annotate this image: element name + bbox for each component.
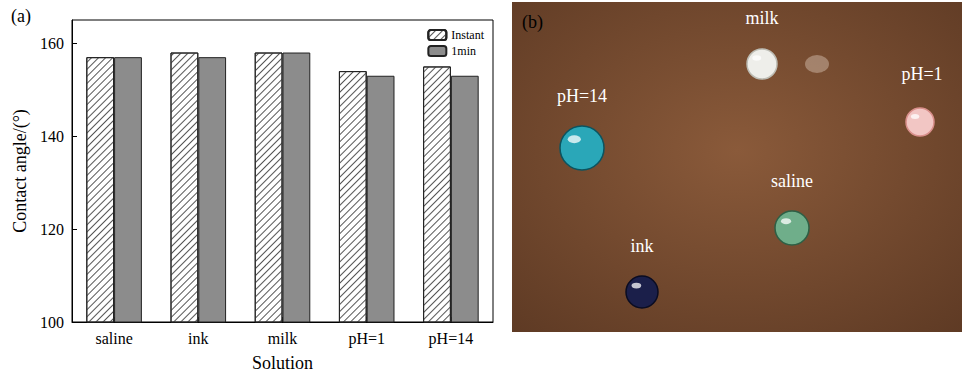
svg-text:milk: milk <box>268 330 297 347</box>
svg-text:pH=14: pH=14 <box>557 86 607 106</box>
svg-text:saline: saline <box>771 171 813 191</box>
svg-text:pH=14: pH=14 <box>429 330 474 348</box>
svg-text:(a): (a) <box>11 6 31 27</box>
svg-text:(b): (b) <box>522 12 543 33</box>
svg-text:pH=1: pH=1 <box>348 330 385 348</box>
svg-text:milk: milk <box>745 8 778 28</box>
svg-text:100: 100 <box>40 314 64 331</box>
svg-text:ink: ink <box>630 236 653 256</box>
svg-text:pH=1: pH=1 <box>901 64 942 84</box>
svg-text:160: 160 <box>40 35 64 52</box>
svg-text:120: 120 <box>40 221 64 238</box>
svg-text:1min: 1min <box>451 44 476 58</box>
svg-text:Instant: Instant <box>451 28 484 42</box>
svg-text:Solution: Solution <box>252 353 313 373</box>
svg-text:140: 140 <box>40 128 64 145</box>
svg-text:Contact angle/(°): Contact angle/(°) <box>10 109 31 233</box>
svg-text:ink: ink <box>188 330 208 347</box>
svg-text:saline: saline <box>95 330 132 347</box>
